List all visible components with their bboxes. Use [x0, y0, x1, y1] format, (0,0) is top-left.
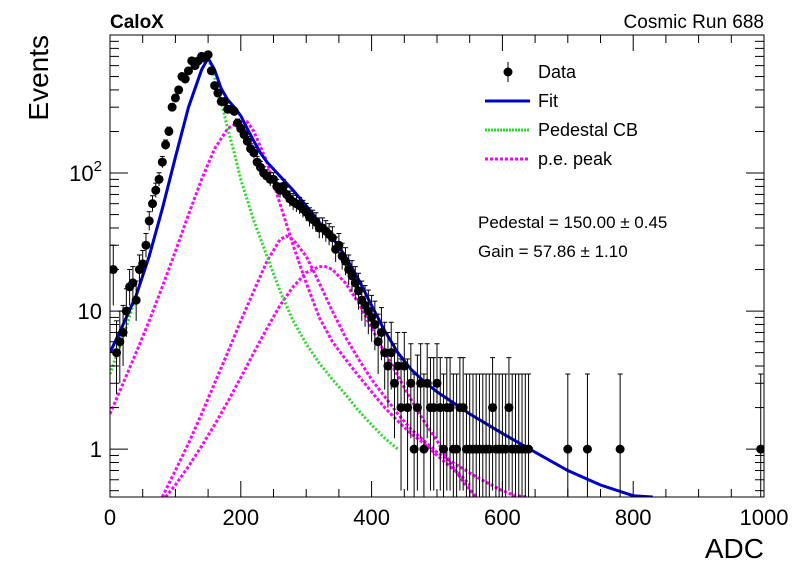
- data-point: [439, 444, 449, 454]
- data-point: [484, 444, 494, 454]
- data-point: [452, 444, 462, 454]
- data-point: [157, 157, 167, 167]
- data-point: [582, 444, 592, 454]
- data-point: [219, 96, 229, 106]
- data-point: [373, 337, 383, 347]
- data-point: [504, 403, 514, 413]
- data-point: [131, 295, 141, 305]
- data-point: [563, 444, 573, 454]
- x-tick-label: 800: [615, 505, 652, 530]
- x-tick-label: 600: [484, 505, 521, 530]
- data-point: [399, 361, 409, 371]
- data-point: [501, 444, 511, 454]
- data-point: [161, 140, 171, 150]
- data-point: [409, 444, 419, 454]
- data-point: [386, 348, 396, 358]
- data-point: [249, 148, 259, 158]
- pe-peak-curve-2: [160, 234, 529, 497]
- run-label: Cosmic Run 688: [624, 12, 764, 33]
- data-point: [383, 361, 393, 371]
- y-tick-label: 10: [78, 299, 102, 324]
- data-point: [269, 174, 278, 184]
- data-point: [174, 85, 184, 95]
- pe-peak-curve-1: [110, 119, 471, 487]
- data-point: [170, 93, 180, 103]
- data-point: [203, 50, 213, 60]
- x-tick-label: 1000: [740, 505, 789, 530]
- data-point: [432, 378, 442, 388]
- data-point: [167, 102, 177, 112]
- data-point: [144, 216, 154, 226]
- legend-data-label: Data: [538, 62, 577, 82]
- data-point: [340, 256, 350, 266]
- data-point: [389, 378, 399, 388]
- data-point: [370, 319, 380, 329]
- plot-frame: [109, 34, 765, 498]
- experiment-label: CaloX: [110, 12, 164, 33]
- x-axis-label: ADC: [705, 533, 764, 564]
- data-point: [396, 403, 406, 413]
- data-point: [213, 88, 223, 98]
- data-point: [422, 378, 432, 388]
- gain-result: Gain = 57.86 ± 1.10: [478, 242, 628, 261]
- data-point: [347, 271, 357, 281]
- data-point: [403, 403, 413, 413]
- data-points: [110, 50, 764, 497]
- x-tick-label: 0: [104, 505, 116, 530]
- data-point: [416, 378, 426, 388]
- pe-peak-curve-3: [164, 265, 478, 497]
- data-point: [429, 403, 439, 413]
- data-point: [210, 81, 220, 91]
- data-point: [154, 174, 164, 184]
- axes: 0 200 400 600 800 1000 1 10 102: [69, 35, 788, 530]
- data-point: [164, 126, 174, 136]
- data-point: [148, 199, 158, 209]
- data-point: [412, 403, 422, 413]
- data-point: [445, 403, 455, 413]
- data-point: [278, 181, 288, 191]
- data-point: [118, 327, 128, 337]
- data-point: [229, 106, 239, 116]
- data-point: [180, 74, 190, 84]
- y-tick-label: 1: [90, 437, 102, 462]
- legend: Data Fit Pedestal CB p.e. peak: [485, 62, 638, 169]
- data-point: [115, 337, 125, 347]
- pedestal-result: Pedestal = 150.00 ± 0.45: [478, 213, 667, 232]
- data-point: [354, 286, 364, 296]
- data-point: [327, 233, 337, 243]
- data-point: [524, 444, 534, 454]
- legend-fit-label: Fit: [538, 91, 558, 111]
- data-point: [458, 403, 468, 413]
- data-point: [151, 185, 161, 195]
- legend-pedestal-label: Pedestal CB: [538, 120, 638, 140]
- data-point: [380, 348, 390, 358]
- data-point: [350, 278, 360, 288]
- y-tick-label: 102: [69, 158, 102, 186]
- data-point: [406, 378, 416, 388]
- data-point: [488, 403, 498, 413]
- data-point: [376, 327, 386, 337]
- legend-data-marker: [503, 67, 513, 77]
- y-axis-label: Events: [23, 35, 54, 121]
- legend-pe-label: p.e. peak: [538, 149, 613, 169]
- x-tick-label: 400: [353, 505, 390, 530]
- data-point: [183, 66, 193, 76]
- data-point: [393, 361, 403, 371]
- data-point: [435, 403, 445, 413]
- data-point: [206, 66, 216, 76]
- data-point: [141, 240, 151, 250]
- data-point: [138, 259, 148, 269]
- data-point: [419, 444, 429, 454]
- x-tick-label: 200: [222, 505, 259, 530]
- data-point: [367, 312, 377, 322]
- data-point: [615, 444, 625, 454]
